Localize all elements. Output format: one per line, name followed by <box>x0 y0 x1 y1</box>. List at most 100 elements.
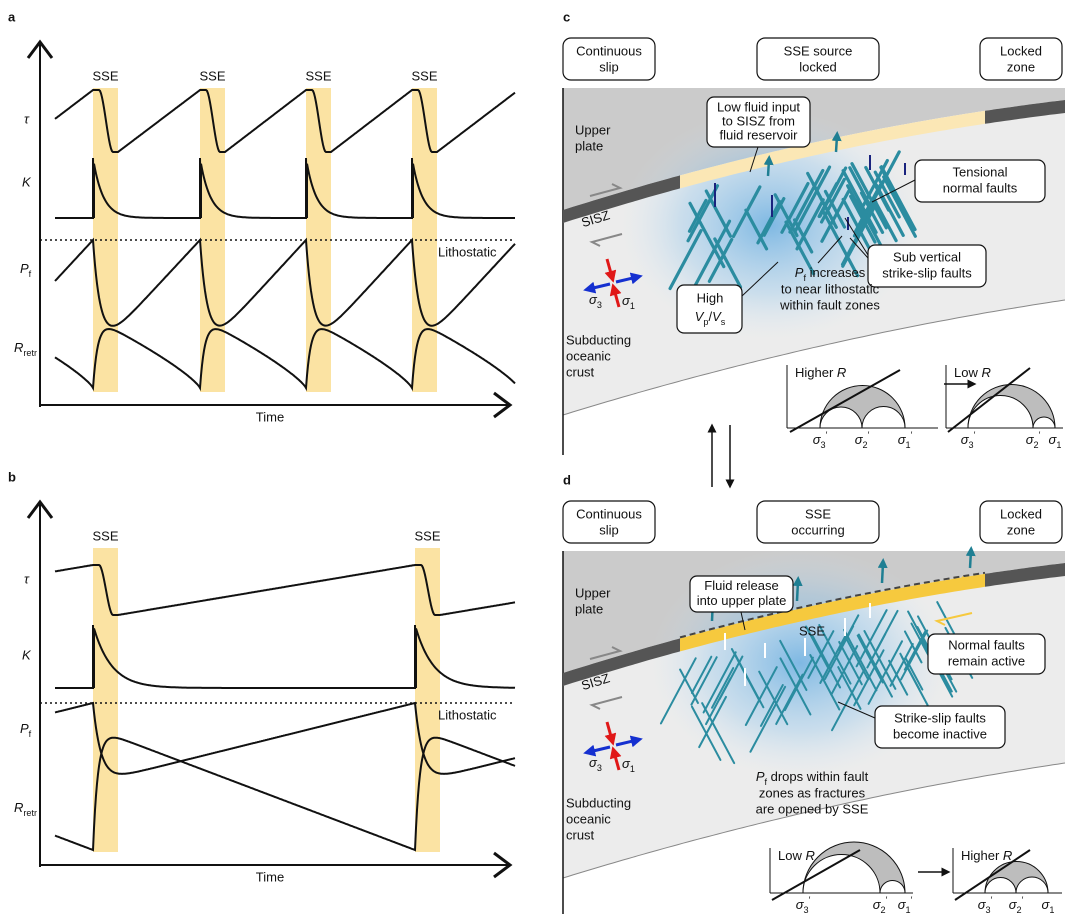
symbol: R <box>14 340 23 355</box>
curve-tau <box>55 565 515 615</box>
subscript: 1 <box>1056 440 1061 450</box>
upper-plate-label: Upper <box>575 122 611 137</box>
event-label: SSE <box>199 68 225 83</box>
mohr-title: Higher R <box>961 848 1012 863</box>
prime: ′ <box>974 430 976 440</box>
panel-label: a <box>8 9 16 24</box>
zone-label: Locked <box>1000 43 1042 58</box>
pf-note: to near lithostatic <box>781 281 880 296</box>
callout-text: Fluid release <box>704 578 778 593</box>
page-body: {"panel_a":{"label":"a","events":["SSE",… <box>0 0 1065 914</box>
callout-text: Normal faults <box>948 637 1025 652</box>
mohr-label: σ2′ <box>1026 430 1041 450</box>
text: increases <box>806 265 866 280</box>
symbol: R <box>1003 848 1012 863</box>
callout-text: into upper plate <box>697 593 787 608</box>
page: body { margin: 0; background: #fff; font… <box>0 0 1065 914</box>
fluid-arrow <box>836 136 837 152</box>
pf-note: zones as fractures <box>759 785 866 800</box>
subscript: 3 <box>986 905 991 914</box>
fluid-arrow <box>797 581 798 601</box>
subscript: retr <box>23 808 37 818</box>
sse-band <box>306 88 331 392</box>
subscript: f <box>29 729 32 739</box>
upper-plate-label: plate <box>575 601 603 616</box>
subscript: 3 <box>597 300 602 310</box>
callout-text: Tensional <box>953 164 1008 179</box>
text: Low <box>954 365 981 380</box>
curve-label: Pf <box>20 261 32 279</box>
subscript: 1 <box>906 440 911 450</box>
fluid-arrow <box>882 563 883 583</box>
symbol: P <box>20 261 29 276</box>
curve-label: Pf <box>20 721 32 739</box>
mohr-label: σ3′ <box>813 430 828 450</box>
callout-text: Low fluid input <box>717 99 800 114</box>
event-label: SSE <box>92 528 118 543</box>
panel-label: d <box>563 472 571 487</box>
panel-label: c <box>563 9 570 24</box>
panel-label: b <box>8 469 16 484</box>
mohr-label: σ1 <box>1042 897 1055 914</box>
crust-label: Subducting <box>566 332 631 347</box>
mohr-label: σ3′ <box>796 895 811 914</box>
sse-band <box>415 548 440 852</box>
fluid-arrow <box>768 160 769 176</box>
zone-label: occurring <box>791 522 844 537</box>
pf-note: within fault zones <box>779 297 880 312</box>
prime: ′ <box>826 430 828 440</box>
text: drops within fault <box>767 769 869 784</box>
curve-k <box>55 625 515 688</box>
mohr-label: σ2′ <box>873 895 888 914</box>
subscript: 2 <box>1034 440 1039 450</box>
subscript: 3 <box>969 440 974 450</box>
subscript: 3 <box>821 440 826 450</box>
prime: ′ <box>809 895 811 905</box>
symbol: R <box>805 848 814 863</box>
subscript: f <box>29 269 32 279</box>
callout-text: to SISZ from <box>722 113 795 128</box>
curve-r <box>55 329 515 388</box>
pf-note: are opened by SSE <box>756 801 869 816</box>
curve-label: Rretr <box>14 340 37 358</box>
subscript: 3 <box>804 905 809 914</box>
subscript: 2 <box>1017 905 1022 914</box>
mohr-label: σ2′ <box>855 430 870 450</box>
curve-tau <box>55 90 515 152</box>
crust-label: oceanic <box>566 811 611 826</box>
curve-label: K <box>22 647 32 662</box>
prime: ′ <box>991 895 993 905</box>
zone-label: slip <box>599 522 619 537</box>
curve-label: τ <box>24 111 30 126</box>
callout-text: fluid reservoir <box>719 127 798 142</box>
axis-label: Time <box>256 409 284 424</box>
fluid-arrow <box>970 551 971 568</box>
subscript: s <box>721 317 726 327</box>
symbol: P <box>20 721 29 736</box>
subscript: 1 <box>906 905 911 914</box>
curve-label: τ <box>24 571 30 586</box>
figure: aSSESSESSESSETimeτKPfRretrLithostaticbSS… <box>0 0 1065 914</box>
crust-label: crust <box>566 827 595 842</box>
crust-label: oceanic <box>566 348 611 363</box>
subscript: retr <box>23 348 37 358</box>
mohr-label: σ3′ <box>961 430 976 450</box>
mohr-title: Higher R <box>795 365 846 380</box>
subscript: 2 <box>863 440 868 450</box>
curve-r <box>55 738 515 850</box>
mohr-title: Low R <box>954 365 991 380</box>
subscript: 1 <box>630 301 635 311</box>
zone-label: locked <box>799 59 837 74</box>
crust-label: Subducting <box>566 795 631 810</box>
subscript: 3 <box>597 763 602 773</box>
prime: ′ <box>911 895 913 905</box>
subscript: 2 <box>881 905 886 914</box>
curve-k <box>55 158 515 218</box>
axis-label: Time <box>256 869 284 884</box>
prime: ′ <box>911 430 913 440</box>
callout-text: Strike-slip faults <box>894 710 986 725</box>
callout-text: become inactive <box>893 726 987 741</box>
sse-label: SSE <box>799 623 825 638</box>
crust-label: crust <box>566 364 595 379</box>
zone-label: zone <box>1007 59 1035 74</box>
